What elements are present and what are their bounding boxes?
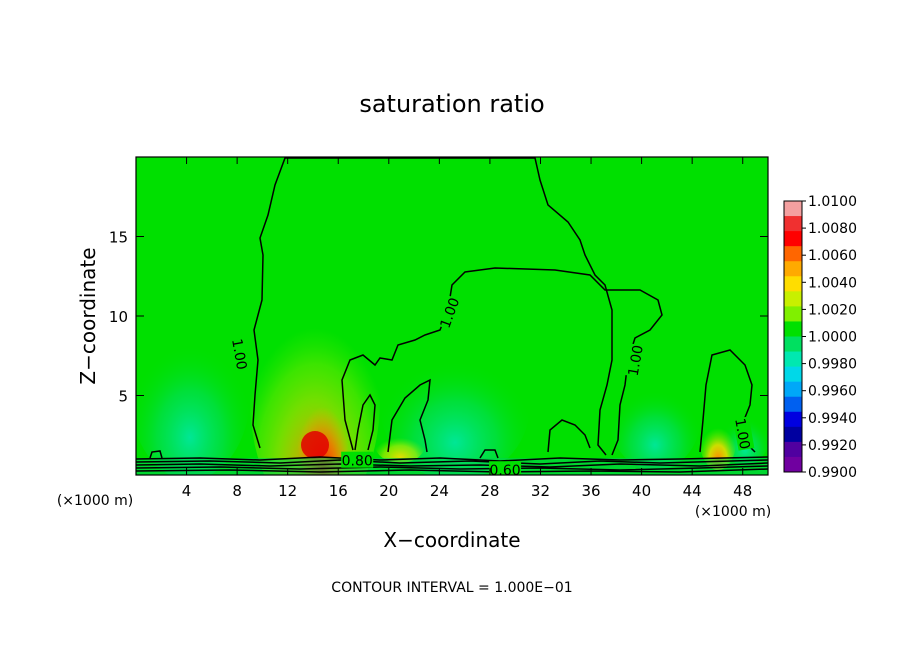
- colorbar-tick-label-9: 0.9920: [808, 438, 857, 454]
- contour-1.00-tower: [354, 393, 376, 451]
- y-tick-label-0: 5: [118, 388, 128, 406]
- colorbar-swatch-0: [784, 201, 802, 217]
- colorbar-swatch-13: [784, 396, 802, 413]
- colorbar-swatch-7: [784, 306, 802, 322]
- contour-label-3: 1.00: [731, 417, 752, 450]
- contour-1.00-33km: [547, 419, 591, 453]
- colorbar-tick-label-8: 0.9940: [808, 411, 857, 427]
- colorbar-swatch-8: [784, 321, 802, 337]
- plot-area: 1.001.001.001.000.800.60: [136, 157, 768, 479]
- x-tick-label-10: 44: [683, 482, 702, 500]
- contour-label-group-2: 1.00: [623, 343, 647, 378]
- colorbar-tick-label-7: 0.9960: [808, 384, 857, 400]
- colorbar-swatch-6: [784, 291, 802, 307]
- contour-surface-4: [136, 465, 768, 471]
- contour-surface-2: [136, 459, 768, 465]
- cyan-region-left: [136, 310, 250, 475]
- contour-1.00-20km: [387, 378, 431, 453]
- colorbar-swatch-5: [784, 276, 802, 292]
- x-tick-label-2: 12: [278, 482, 297, 500]
- contour-interval-note: CONTOUR INTERVAL = 1.000E−01: [331, 580, 572, 596]
- contour-label-4: 0.80: [342, 454, 373, 470]
- x-tick-label-6: 28: [480, 482, 499, 500]
- x-tick-label-5: 24: [430, 482, 449, 500]
- contour-surface-5: [136, 468, 768, 473]
- colorbar-tick-label-1: 1.0080: [808, 221, 857, 237]
- y-axis-ticks: 5 10 15: [109, 229, 768, 406]
- chart-title: saturation ratio: [359, 90, 544, 118]
- contour-small-28km: [479, 449, 499, 459]
- x-tick-label-0: 4: [182, 482, 192, 500]
- cyan-region-right: [610, 370, 700, 470]
- contour-label-bg-0: [229, 336, 252, 372]
- x-tick-label-4: 20: [379, 482, 398, 500]
- contour-label-5: 0.60: [490, 463, 521, 479]
- colorbar-tick-label-3: 1.0040: [808, 275, 857, 291]
- x-unit-left: (×1000 m): [57, 493, 133, 509]
- x-tick-label-7: 32: [531, 482, 550, 500]
- contour-label-bg-2: [623, 343, 645, 378]
- warm-plume-base: [301, 431, 329, 459]
- x-axis-ticks: 4 8 12 16 20 24 28 32 36 40 44 48: [182, 157, 752, 500]
- contour-small-left: [149, 450, 163, 459]
- contour-1.00-left: [252, 157, 613, 456]
- colorbar: 1.0100 1.0080 1.0060 1.0040 1.0020 1.0000 0.99…: [783, 194, 857, 481]
- contour-label-bg-1: [435, 294, 462, 331]
- contour-label-bg-5: [489, 461, 522, 475]
- colorbar-tick-label-5: 1.0000: [808, 330, 857, 346]
- contour-label-group-4: 0.80: [341, 451, 374, 470]
- colorbar-tick-label-6: 0.9980: [808, 357, 857, 373]
- colorbar-tick-label-0: 1.0100: [808, 194, 857, 210]
- x-unit-right: (×1000 m): [695, 504, 771, 520]
- colorbar-swatch-3: [784, 246, 802, 262]
- colorbar-swatch-17: [784, 456, 802, 473]
- contour-label-bg-4: [341, 451, 374, 468]
- x-tick-label-3: 16: [329, 482, 348, 500]
- contour-label-bg-3: [733, 416, 755, 451]
- colorbar-swatch-11: [784, 366, 802, 383]
- contour-lines: [136, 157, 768, 473]
- colorbar-swatch-9: [784, 336, 802, 353]
- colorbar-swatch-10: [784, 351, 802, 368]
- contour-surface-3: [136, 462, 768, 468]
- y-tick-label-2: 15: [109, 229, 128, 247]
- colorbar-swatch-2: [784, 231, 802, 247]
- colorbar-swatch-12: [784, 381, 802, 398]
- x-tick-label-1: 8: [232, 482, 242, 500]
- colorbar-swatch-16: [784, 441, 802, 458]
- contour-label-group-3: 1.00: [731, 416, 755, 451]
- x-tick-label-11: 48: [733, 482, 752, 500]
- contour-label-group-0: 1.00: [228, 336, 252, 372]
- colorbar-swatch-15: [784, 426, 802, 443]
- contour-surface-1: [136, 456, 768, 462]
- colorbar-swatch-1: [784, 216, 802, 232]
- colorbar-tick-label-4: 1.0020: [808, 302, 857, 318]
- colorbar-tick-label-2: 1.0060: [808, 248, 857, 264]
- colorbar-swatch-14: [784, 411, 802, 428]
- contour-label-2: 1.00: [626, 344, 647, 377]
- colorbar-swatch-4: [784, 261, 802, 277]
- contour-label-group-5: 0.60: [489, 461, 522, 479]
- contour-label-0: 1.00: [228, 338, 249, 371]
- y-tick-label-1: 10: [109, 308, 128, 326]
- yellow-patch-20km: [375, 427, 425, 463]
- warm-patch-46km: [700, 414, 736, 470]
- y-axis-label: Z−coordinate: [76, 247, 100, 384]
- x-axis-label: X−coordinate: [383, 528, 520, 552]
- x-tick-label-8: 36: [581, 482, 600, 500]
- x-tick-label-9: 40: [632, 482, 651, 500]
- colorbar-tick-label-10: 0.9900: [808, 465, 857, 481]
